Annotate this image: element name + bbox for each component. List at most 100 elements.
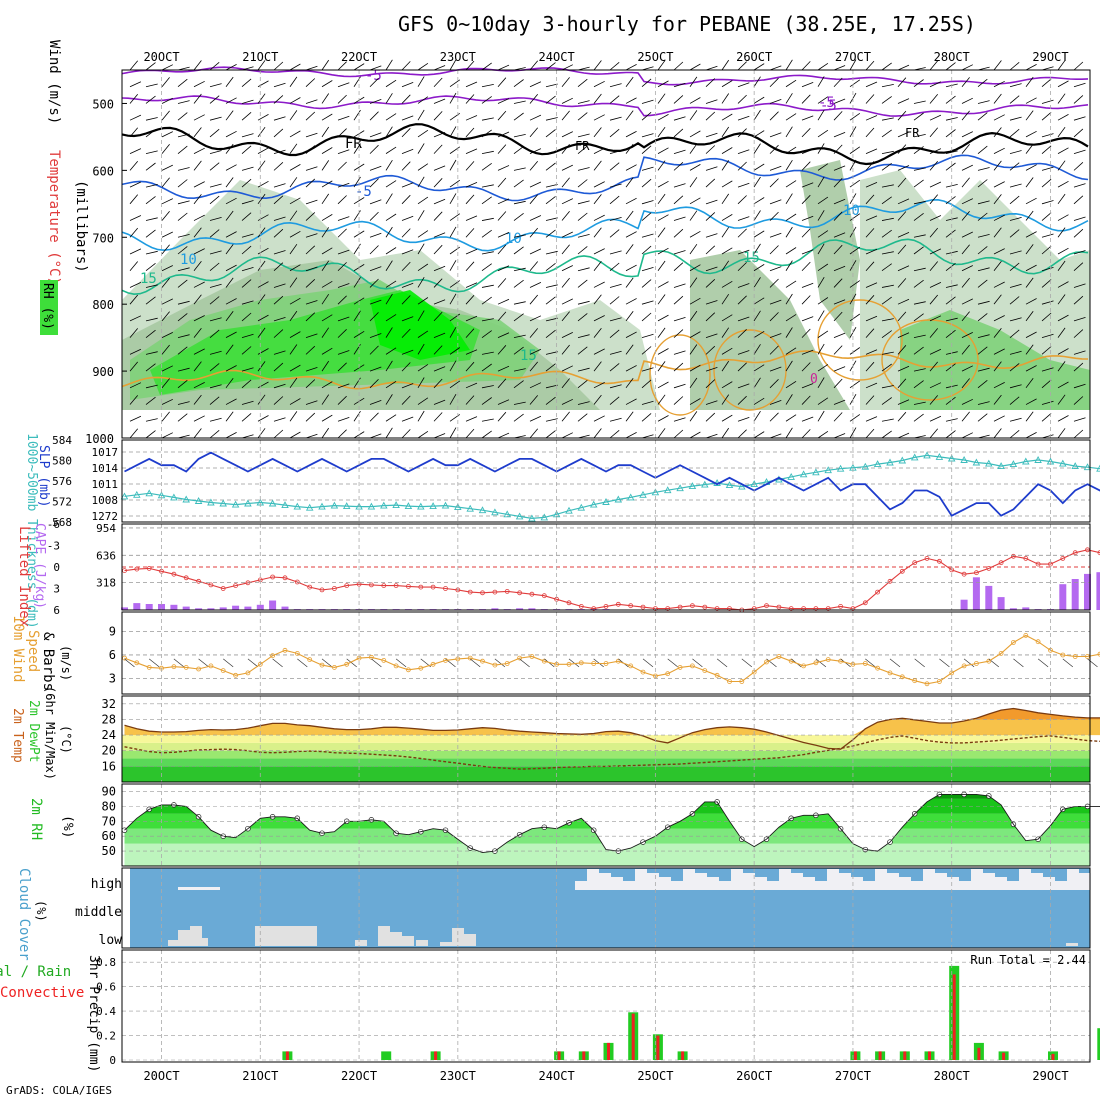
wind-barb bbox=[881, 196, 892, 205]
upper-rh-label: RH (%) bbox=[40, 283, 55, 330]
wind-barb bbox=[705, 400, 718, 405]
wind-barb bbox=[1041, 367, 1054, 372]
high-cloud-block bbox=[1079, 873, 1091, 890]
wind-barb bbox=[449, 380, 461, 389]
wind-barb bbox=[721, 214, 733, 221]
wind-barb bbox=[1057, 327, 1066, 338]
wind-barb bbox=[785, 93, 793, 104]
wind-barb bbox=[577, 334, 590, 339]
wind-barb bbox=[1041, 200, 1054, 205]
wind-barb bbox=[849, 112, 861, 121]
wind-barb bbox=[129, 428, 139, 439]
wind-barb bbox=[833, 232, 846, 238]
wind-barb bbox=[929, 60, 939, 71]
wind-barb bbox=[609, 396, 620, 405]
wind-barb bbox=[513, 200, 526, 205]
isotherm-line bbox=[121, 154, 1089, 202]
wind-barb bbox=[705, 300, 718, 305]
wind-barb bbox=[337, 61, 347, 71]
wind-barb bbox=[529, 227, 539, 238]
wind-barb bbox=[225, 197, 237, 205]
cape-bar bbox=[207, 608, 215, 610]
wind-barb bbox=[177, 334, 190, 339]
wind-barb bbox=[225, 377, 234, 389]
thickness-tick-label: 580 bbox=[52, 455, 72, 468]
wind-barb bbox=[481, 117, 494, 121]
wind-barb bbox=[865, 282, 878, 288]
wind-barb bbox=[257, 381, 269, 389]
wind-barb bbox=[225, 97, 237, 104]
wind-barb bbox=[337, 329, 347, 338]
wind-barb bbox=[929, 382, 942, 389]
wind-barb bbox=[929, 261, 939, 271]
wind-barb bbox=[401, 194, 411, 205]
cape-tick-label: 954 bbox=[96, 522, 116, 535]
wind-barb bbox=[657, 247, 669, 255]
wind-barb bbox=[1025, 264, 1037, 272]
wind-barb bbox=[689, 230, 701, 238]
pressure-tick-label: 800 bbox=[92, 298, 114, 312]
wind-barb bbox=[609, 150, 622, 155]
wind-barb bbox=[513, 167, 526, 171]
wind-barb bbox=[1025, 210, 1034, 221]
wind-barb bbox=[193, 327, 202, 338]
wind-barb bbox=[417, 176, 425, 188]
wind-barb bbox=[177, 413, 188, 422]
wind-barb bbox=[193, 261, 202, 271]
wind-barb bbox=[145, 296, 156, 305]
wind-tick-label: 9 bbox=[109, 625, 116, 639]
wind-barb bbox=[801, 295, 811, 305]
wind-barb bbox=[961, 164, 973, 171]
wind-barb bbox=[289, 177, 298, 188]
high-cloud-block bbox=[695, 873, 707, 890]
wind-barb bbox=[737, 295, 747, 305]
wind-barb bbox=[945, 95, 956, 104]
wind-barb bbox=[369, 412, 379, 422]
wind-barb bbox=[449, 179, 461, 188]
wind-barb bbox=[161, 277, 170, 288]
wind-barb bbox=[129, 415, 142, 422]
wind-barb bbox=[817, 96, 829, 104]
wind-barb bbox=[209, 396, 220, 405]
wind-speed-point bbox=[430, 661, 436, 667]
wind-barb bbox=[849, 280, 861, 288]
wind-barb bbox=[945, 117, 958, 121]
precip-total-bar bbox=[381, 1051, 392, 1060]
wind-barb bbox=[193, 294, 202, 305]
wind-barb bbox=[737, 228, 747, 238]
precip-tick-label: 0.4 bbox=[96, 1005, 116, 1018]
cloud-axis-label: Cloud Cover bbox=[16, 868, 32, 961]
wind-barb bbox=[273, 262, 284, 272]
cape-bar bbox=[1096, 572, 1100, 610]
wind-barb bbox=[689, 277, 698, 288]
wind-barb bbox=[641, 200, 654, 205]
wind-barb bbox=[257, 415, 269, 422]
wind-barb bbox=[465, 194, 475, 205]
wind-barb bbox=[1009, 250, 1022, 255]
thickness-tick-label: 572 bbox=[52, 496, 72, 509]
wind-barb bbox=[385, 79, 397, 88]
contour-label: 10 bbox=[180, 252, 197, 268]
wind-barb bbox=[545, 250, 558, 255]
wind-barb bbox=[817, 109, 825, 121]
wind-barb bbox=[369, 211, 379, 221]
x-tick-label-bottom: 20OCT bbox=[143, 1069, 179, 1083]
wind-barb bbox=[561, 311, 570, 322]
wind-barb bbox=[785, 427, 793, 439]
wind-barb bbox=[849, 213, 861, 221]
wind-barb bbox=[577, 100, 590, 104]
precip-tick-label: 0.8 bbox=[96, 956, 116, 969]
wind-barb bbox=[833, 98, 846, 104]
wind-barb bbox=[769, 400, 782, 405]
wind-barb bbox=[1025, 177, 1034, 188]
wind-barb bbox=[641, 233, 654, 238]
wind-barb bbox=[977, 367, 990, 372]
wind-barb bbox=[577, 167, 590, 171]
wind-barb bbox=[1025, 377, 1034, 389]
wind-barb bbox=[129, 248, 142, 255]
x-tick-label-bottom: 23OCT bbox=[440, 1069, 476, 1083]
wind-barb bbox=[833, 278, 843, 288]
wind-barb bbox=[1041, 78, 1052, 88]
wind-barb bbox=[161, 398, 173, 405]
wind-barb bbox=[481, 318, 494, 322]
